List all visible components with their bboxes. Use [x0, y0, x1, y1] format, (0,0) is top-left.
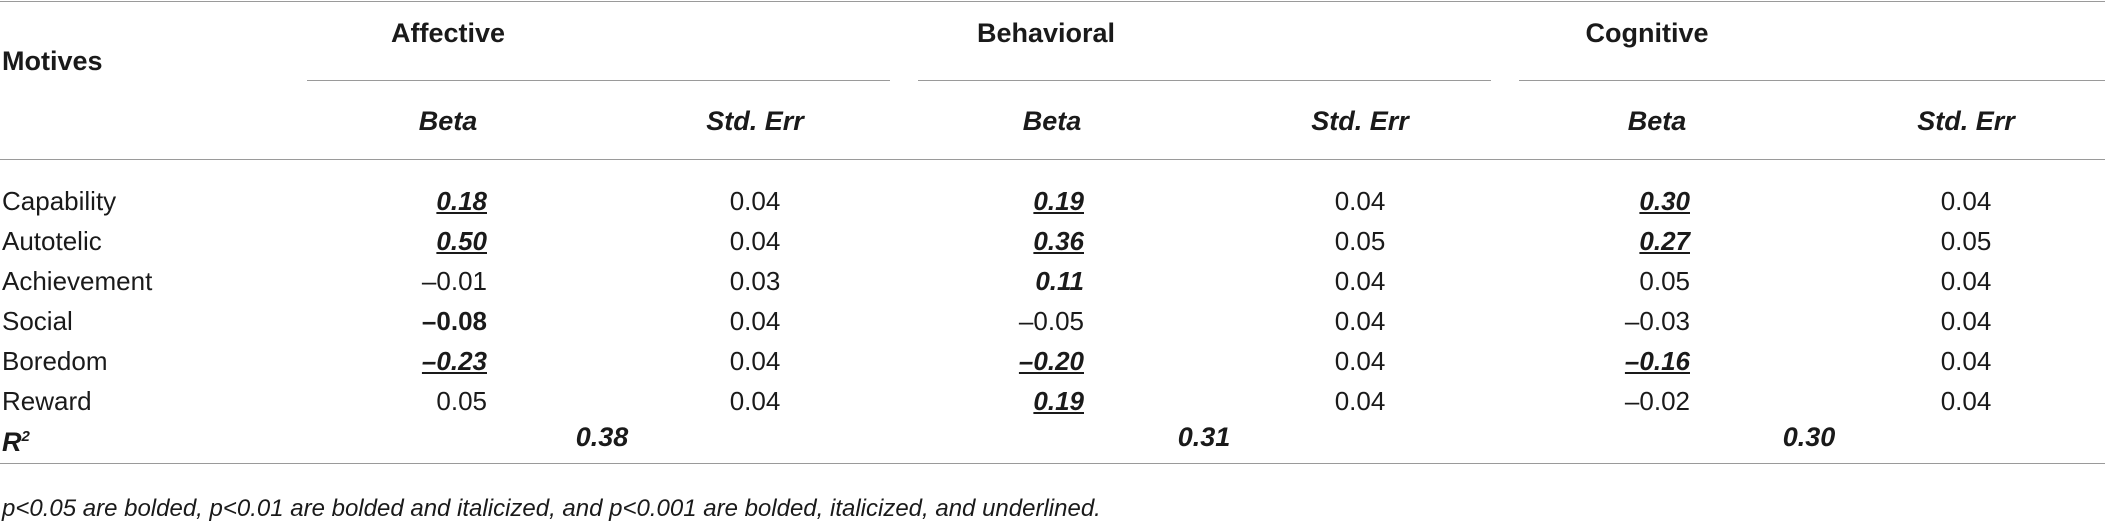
beta-cell: –0.20 — [1018, 346, 1084, 376]
std-err-cell: 0.04 — [729, 306, 781, 336]
beta-cell: –0.23 — [421, 346, 487, 376]
subheader-se-behavioral: Std. Err — [1311, 106, 1409, 136]
group-rule-behavioral — [918, 80, 1491, 81]
std-err-cell: 0.04 — [1334, 346, 1386, 376]
stub-header: Motives — [2, 46, 103, 76]
bottom-rule — [0, 463, 2105, 464]
beta-cell: 0.05 — [436, 386, 487, 416]
std-err-cell: 0.04 — [1334, 266, 1386, 296]
beta-cell: –0.02 — [1624, 386, 1690, 416]
subheader-beta-behavioral: Beta — [1022, 106, 1082, 136]
group-rule-cognitive — [1519, 80, 2105, 81]
std-err-cell: 0.03 — [729, 266, 781, 296]
beta-cell: –0.01 — [421, 266, 487, 296]
std-err-cell: 0.05 — [1940, 226, 1992, 256]
std-err-cell: 0.04 — [1334, 386, 1386, 416]
beta-cell: 0.18 — [436, 186, 487, 216]
beta-cell: 0.27 — [1639, 226, 1690, 256]
subheader-se-affective: Std. Err — [706, 106, 804, 136]
motive-label: Boredom — [2, 346, 108, 376]
beta-cell: –0.05 — [1018, 306, 1084, 336]
group-header-cognitive: Cognitive — [1585, 18, 1709, 48]
r2-behavioral: 0.31 — [1177, 422, 1231, 452]
std-err-cell: 0.04 — [1940, 346, 1992, 376]
footnote: p<0.05 are bolded, p<0.01 are bolded and… — [2, 495, 1101, 522]
std-err-cell: 0.04 — [1334, 306, 1386, 336]
std-err-cell: 0.04 — [1940, 306, 1992, 336]
motive-label: Autotelic — [2, 226, 102, 256]
std-err-cell: 0.04 — [1334, 186, 1386, 216]
group-header-affective: Affective — [390, 18, 506, 48]
beta-cell: 0.19 — [1033, 186, 1084, 216]
beta-cell: 0.19 — [1033, 386, 1084, 416]
beta-cell: 0.36 — [1033, 226, 1084, 256]
subheader-beta-affective: Beta — [418, 106, 478, 136]
header-bottom-rule — [0, 159, 2105, 160]
std-err-cell: 0.04 — [729, 346, 781, 376]
motive-label: Achievement — [2, 266, 153, 296]
r2-cognitive: 0.30 — [1782, 422, 1836, 452]
motive-label: Social — [2, 306, 73, 336]
subheader-se-cognitive: Std. Err — [1917, 106, 2015, 136]
group-rule-affective — [307, 80, 890, 81]
beta-cell: –0.03 — [1624, 306, 1690, 336]
std-err-cell: 0.04 — [1940, 386, 1992, 416]
group-header-behavioral: Behavioral — [976, 18, 1116, 48]
motive-label: Reward — [2, 386, 92, 416]
beta-cell: 0.05 — [1639, 266, 1690, 296]
beta-cell: 0.50 — [436, 226, 487, 256]
r2-label: R2 — [2, 427, 30, 457]
subheader-beta-cognitive: Beta — [1627, 106, 1687, 136]
beta-cell: –0.16 — [1624, 346, 1690, 376]
top-rule — [0, 1, 2105, 2]
std-err-cell: 0.04 — [729, 386, 781, 416]
std-err-cell: 0.04 — [1940, 266, 1992, 296]
std-err-cell: 0.04 — [729, 186, 781, 216]
motive-label: Capability — [2, 186, 117, 216]
beta-cell: –0.08 — [421, 306, 487, 336]
r2-affective: 0.38 — [575, 422, 629, 452]
std-err-cell: 0.05 — [1334, 226, 1386, 256]
beta-cell: 0.30 — [1639, 186, 1690, 216]
std-err-cell: 0.04 — [1940, 186, 1992, 216]
beta-cell: 0.11 — [1035, 266, 1084, 296]
std-err-cell: 0.04 — [729, 226, 781, 256]
